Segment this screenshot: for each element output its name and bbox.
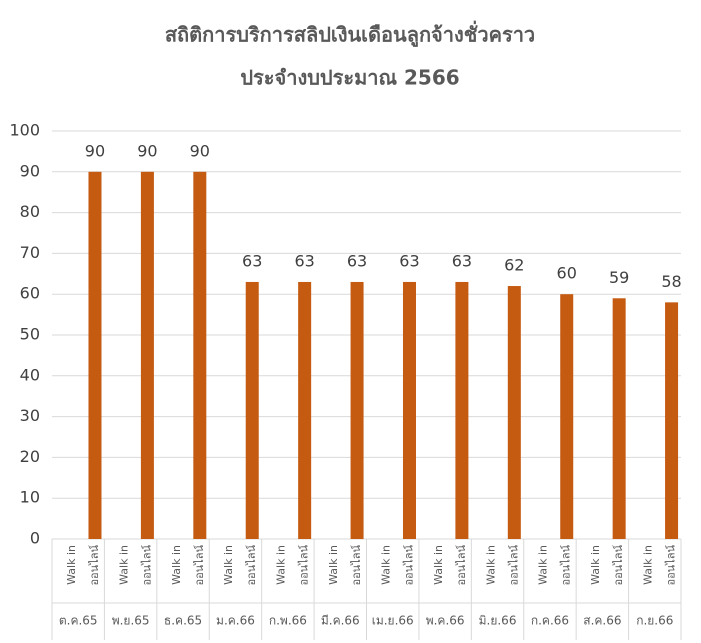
sub-category-label: Walk in [484,545,497,585]
y-tick-label: 30 [20,406,40,425]
sub-category-label: ออนไลน์ [298,545,311,586]
sub-category-label: ออนไลน์ [350,545,363,586]
bar [350,281,364,539]
x-tick-label: ต.ค.65 [59,614,98,628]
x-tick-label: เม.ย.66 [372,614,414,628]
y-tick-label: 60 [20,284,40,303]
bar [665,302,679,539]
x-tick-label: ธ.ค.65 [164,614,202,628]
bar [88,171,102,540]
x-tick-label: พ.ค.66 [426,614,465,628]
bar [455,281,469,539]
sub-category-label: Walk in [642,545,655,585]
bar [245,281,259,539]
y-tick-label: 40 [20,365,40,384]
value-label: 59 [609,268,629,287]
sub-category-label: ออนไลน์ [455,545,468,586]
y-tick-label: 0 [30,529,40,548]
sub-category-label: ออนไลน์ [140,545,153,586]
chart-title: สถิติการบริการสลิปเงินเดือนลูกจ้างชั่วคร… [165,20,535,49]
sub-category-label: Walk in [432,545,445,585]
y-tick-label: 100 [9,121,40,140]
sub-category-label: Walk in [589,545,602,585]
sub-category-label: ออนไลน์ [402,545,415,586]
bar [402,281,416,539]
sub-category-label: ออนไลน์ [245,545,258,586]
sub-category-label: ออนไลน์ [612,545,625,586]
sub-category-label: ออนไลน์ [665,545,678,586]
x-tick-label: ม.ค.66 [216,614,255,628]
x-tick-label: ก.พ.66 [269,614,307,628]
x-tick-label: ก.ย.66 [636,614,673,628]
value-label: 63 [242,251,262,270]
x-tick-label: มิ.ย.66 [479,614,517,628]
value-label: 60 [557,264,577,283]
sub-category-label: Walk in [379,545,392,585]
value-label: 62 [504,256,524,275]
value-label: 58 [661,272,681,291]
y-tick-label: 90 [20,161,40,180]
y-tick-label: 80 [20,202,40,221]
sub-category-label: Walk in [222,545,235,585]
bar [193,171,207,540]
bar [507,286,521,539]
value-label: 63 [399,251,419,270]
sub-category-label: Walk in [65,545,78,585]
bar [560,294,574,539]
bar [140,171,154,540]
sub-category-label: Walk in [275,545,288,585]
sub-category-label: ออนไลน์ [88,545,101,586]
y-tick-label: 20 [20,447,40,466]
sub-category-label: ออนไลน์ [560,545,573,586]
sub-category-label: Walk in [537,545,550,585]
sub-category-label: ออนไลน์ [193,545,206,586]
bar [612,298,626,539]
value-label: 63 [347,251,367,270]
x-tick-label: ส.ค.66 [583,614,621,628]
x-tick-label: ก.ค.66 [531,614,569,628]
sub-category-label: Walk in [170,545,183,585]
value-label: 63 [452,251,472,270]
sub-category-label: Walk in [327,545,340,585]
sub-category-label: ออนไลน์ [507,545,520,586]
x-tick-label: พ.ย.65 [112,614,150,628]
y-tick-label: 70 [20,243,40,262]
value-label: 90 [137,141,157,160]
y-tick-label: 10 [20,488,40,507]
value-label: 63 [294,251,314,270]
value-label: 90 [85,141,105,160]
y-tick-label: 50 [20,325,40,344]
value-label: 90 [190,141,210,160]
x-tick-label: มี.ค.66 [321,614,360,628]
sub-category-label: Walk in [117,545,130,585]
bar [298,281,312,539]
chart-subtitle: ประจำงบประมาณ 2566 [240,66,459,90]
